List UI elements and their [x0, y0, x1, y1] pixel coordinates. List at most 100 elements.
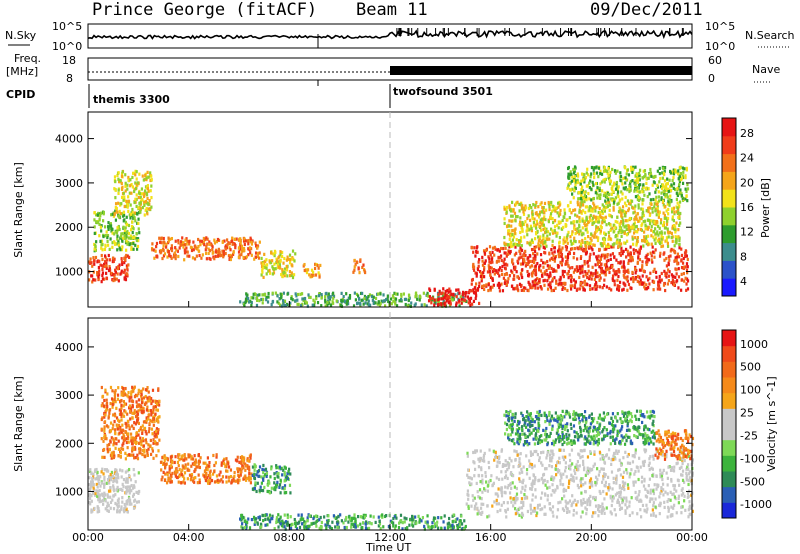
heatmap-cell	[616, 287, 619, 291]
heatmap-cell	[115, 423, 118, 427]
heatmap-cell	[174, 467, 178, 471]
heatmap-cell	[588, 245, 591, 249]
heatmap-cell	[133, 436, 136, 441]
heatmap-cell	[656, 169, 659, 173]
heatmap-cell	[544, 239, 547, 243]
heatmap-cell	[517, 257, 520, 261]
heatmap-cell	[208, 256, 211, 261]
heatmap-cell	[219, 470, 222, 474]
heatmap-cell	[299, 518, 302, 522]
heatmap-cell	[107, 221, 110, 225]
heatmap-cell	[226, 238, 229, 242]
heatmap-cell	[208, 481, 211, 485]
heatmap-cell	[125, 491, 128, 495]
heatmap-cell	[554, 231, 557, 235]
heatmap-cell	[489, 285, 492, 289]
heatmap-cell	[119, 400, 122, 404]
heatmap-cell	[186, 477, 189, 481]
heatmap-cell	[414, 291, 418, 295]
heatmap-cell	[650, 228, 653, 232]
heatmap-cell	[681, 261, 685, 265]
heatmap-cell	[623, 231, 626, 235]
heatmap-cell	[130, 392, 133, 397]
heatmap-cell	[615, 269, 618, 274]
heatmap-cell	[525, 261, 528, 266]
heatmap-cell	[569, 235, 572, 239]
heatmap-cell	[290, 273, 293, 277]
heatmap-cell	[557, 264, 560, 268]
heatmap-cell	[451, 295, 455, 299]
heatmap-cell	[529, 284, 532, 288]
heatmap-cell	[559, 208, 562, 213]
heatmap-cell	[678, 242, 681, 247]
colorbar-swatch	[722, 135, 736, 155]
heatmap-cell	[101, 248, 104, 252]
heatmap-cell	[121, 436, 124, 440]
heatmap-cell	[263, 473, 267, 477]
heatmap-cell	[203, 469, 207, 473]
heatmap-cell	[500, 272, 504, 276]
heatmap-cell	[629, 245, 632, 249]
heatmap-cell	[129, 236, 133, 240]
heatmap-cell	[114, 469, 117, 474]
heatmap-cell	[586, 184, 589, 188]
heatmap-cell	[182, 245, 185, 249]
heatmap-cell	[491, 285, 494, 289]
heatmap-cell	[592, 214, 595, 218]
heatmap-cell	[119, 454, 122, 458]
heatmap-cell	[122, 236, 125, 240]
colorbar-tick-label: 4	[740, 275, 747, 288]
heatmap-cell	[127, 263, 130, 267]
heatmap-cell	[578, 197, 581, 201]
heatmap-cell	[89, 483, 93, 487]
heatmap-cell	[156, 419, 159, 423]
heatmap-cell	[650, 225, 653, 229]
heatmap-cell	[111, 454, 114, 458]
heatmap-cell	[93, 262, 96, 266]
heatmap-cell	[642, 244, 645, 248]
heatmap-cell	[572, 208, 575, 213]
heatmap-cell	[354, 298, 357, 302]
heatmap-cell	[658, 171, 661, 176]
heatmap-cell	[193, 257, 197, 261]
heatmap-cell	[489, 253, 492, 257]
heatmap-cell	[120, 505, 123, 509]
heatmap-cell	[190, 472, 194, 477]
heatmap-cell	[488, 257, 491, 261]
heatmap-cell	[526, 241, 529, 245]
heatmap-cell	[113, 419, 116, 424]
heatmap-cell	[636, 260, 639, 264]
heatmap-cell	[241, 456, 244, 460]
heatmap-cell	[675, 268, 678, 272]
heatmap-cell	[546, 234, 549, 238]
heatmap-cell	[229, 253, 232, 258]
heatmap-cell	[122, 198, 125, 202]
heatmap-cell	[633, 217, 636, 221]
heatmap-cell	[673, 210, 676, 214]
heatmap-cell	[233, 471, 236, 475]
heatmap-cell	[603, 254, 606, 259]
heatmap-cell	[213, 480, 217, 484]
heatmap-cell	[230, 239, 233, 244]
heatmap-cell	[572, 270, 576, 274]
heatmap-cell	[121, 170, 124, 174]
heatmap-cell	[244, 299, 248, 303]
heatmap-cell	[594, 283, 597, 287]
heatmap-cell	[211, 248, 214, 252]
heatmap-cell	[528, 228, 531, 232]
heatmap-cell	[536, 252, 539, 256]
heatmap-cell	[101, 242, 104, 247]
heatmap-cell	[264, 467, 268, 471]
heatmap-cell	[588, 255, 591, 259]
heatmap-cell	[124, 173, 127, 177]
heatmap-cell	[386, 294, 389, 298]
heatmap-cell	[597, 210, 600, 215]
heatmap-cell	[611, 185, 614, 189]
heatmap-cell	[91, 476, 94, 481]
heatmap-cell	[652, 235, 655, 239]
heatmap-cell	[663, 281, 666, 286]
heatmap-cell	[393, 527, 397, 531]
heatmap-cell	[131, 230, 134, 235]
heatmap-cell	[429, 297, 432, 301]
heatmap-cell	[631, 237, 634, 241]
